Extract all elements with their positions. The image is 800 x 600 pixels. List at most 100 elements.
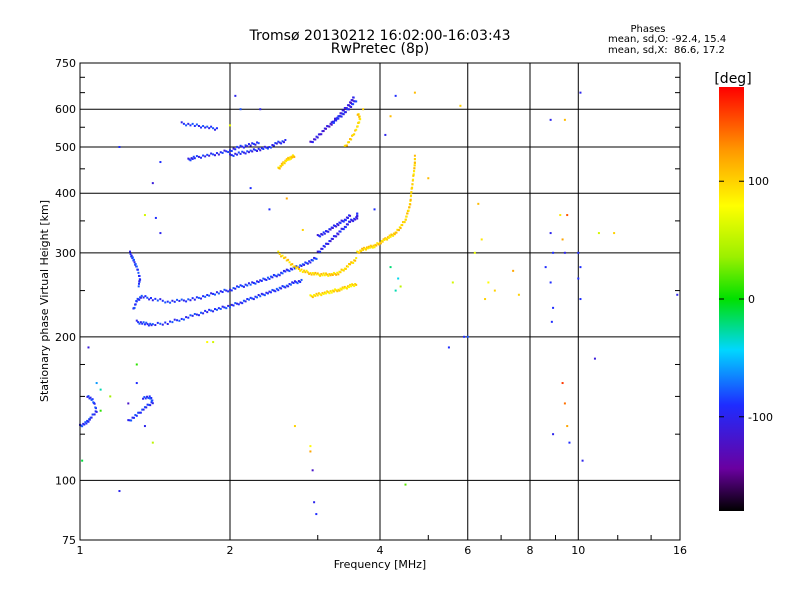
data-point [487, 281, 490, 284]
data-point [143, 425, 146, 428]
trace-point [292, 265, 295, 268]
trace-point [249, 296, 252, 299]
y-axis-label: Stationary phase Virtual Height [km] [38, 200, 51, 402]
data-point [394, 289, 397, 292]
trace-point [254, 149, 257, 152]
trace-point [247, 298, 250, 301]
trace-point [329, 290, 332, 293]
data-point [159, 161, 162, 164]
trace-point [309, 261, 312, 264]
chart-title: Tromsø 20130212 16:02:00-16:03:43 [249, 28, 511, 44]
trace-point [227, 151, 230, 154]
trace-point [332, 121, 335, 124]
trace-point [317, 133, 320, 136]
trace-point [193, 312, 196, 315]
trace-point [342, 287, 345, 290]
trace-point [135, 414, 138, 417]
trace-point [132, 258, 135, 261]
trace-point [89, 396, 92, 399]
trace-point [344, 267, 347, 270]
trace-point [297, 280, 300, 283]
trace-point [286, 159, 289, 162]
trace-point [193, 157, 196, 160]
trace-point [331, 237, 334, 240]
trace-point [137, 285, 140, 288]
trace-point [197, 314, 200, 317]
y-tick-label: 750 [55, 57, 76, 70]
trace-point [81, 425, 84, 428]
trace-point [180, 317, 183, 320]
trace-point [164, 321, 167, 324]
trace-point [311, 272, 314, 275]
trace-point [310, 258, 313, 261]
trace-point [322, 244, 325, 247]
trace-point [324, 127, 327, 130]
trace-point [156, 321, 159, 324]
trace-point [355, 283, 358, 286]
trace-point [236, 145, 239, 148]
trace-point [317, 250, 320, 253]
data-point [87, 346, 90, 349]
trace-point [335, 225, 338, 228]
trace-point [321, 274, 324, 277]
trace-point [247, 151, 250, 154]
data-point [566, 214, 569, 217]
data-point [593, 357, 596, 360]
trace-point [387, 236, 390, 239]
trace-point [256, 296, 259, 299]
trace-point [375, 244, 378, 247]
data-point [549, 281, 552, 284]
trace-point [221, 305, 224, 308]
trace-point [355, 257, 358, 260]
trace-point [351, 99, 354, 102]
trace-point [349, 263, 352, 266]
trace-point [244, 283, 247, 286]
data-point [613, 232, 616, 235]
trace-point [176, 298, 179, 301]
trace-point [95, 410, 98, 413]
trace-point [149, 297, 152, 300]
trace-point [244, 144, 247, 147]
data-point [151, 441, 154, 444]
data-point [268, 208, 271, 211]
data-point [473, 251, 476, 254]
trace-point [215, 291, 218, 294]
trace-point [324, 242, 327, 245]
trace-point [341, 109, 344, 112]
trace-point [330, 121, 333, 124]
trace-point [316, 234, 319, 237]
trace-point [278, 274, 281, 277]
trace-point [338, 289, 341, 292]
trace-point [413, 164, 416, 167]
trace-point [335, 289, 338, 292]
trace-point [349, 101, 352, 104]
data-point [118, 490, 121, 493]
trace-point [225, 289, 228, 292]
trace-point [138, 280, 141, 283]
trace-point [329, 122, 332, 125]
data-point [597, 232, 600, 235]
trace-point [94, 410, 97, 413]
trace-point [91, 398, 94, 401]
trace-point [353, 259, 356, 262]
trace-point [241, 302, 244, 305]
trace-point [324, 292, 327, 295]
trace-point [330, 237, 333, 240]
trace-point [413, 154, 416, 157]
trace-point [353, 100, 356, 103]
trace-point [320, 233, 323, 236]
trace-point [379, 242, 382, 245]
colorbar-ticks: 100 0 -100 [719, 175, 773, 424]
trace-point [173, 318, 176, 321]
trace-point [89, 416, 92, 419]
trace-point [239, 301, 242, 304]
trace-point [192, 155, 195, 158]
trace-point [278, 141, 281, 144]
y-axis-ticks: 75 100 200 300 400 500 600 750 [55, 57, 680, 547]
chart-subtitle: RwPretec (8p) [331, 41, 429, 57]
colorbar-label: [deg] [714, 71, 751, 87]
trace-point [341, 112, 344, 115]
trace-point [182, 299, 185, 302]
x-tick-label: 16 [673, 544, 687, 557]
trace-point [251, 150, 254, 153]
